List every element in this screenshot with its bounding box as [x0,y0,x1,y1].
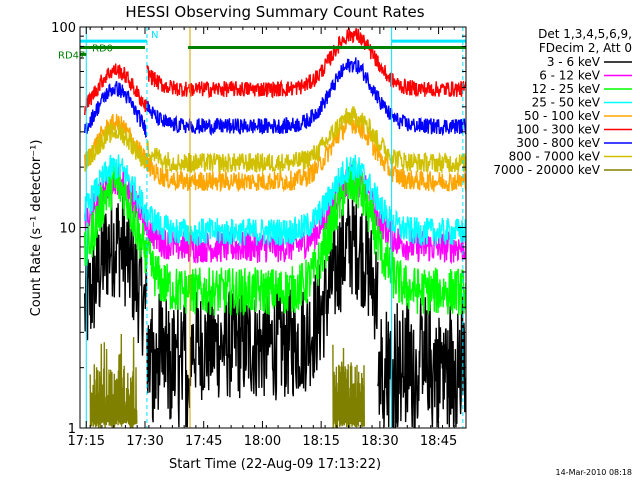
y-axis: 1 10 100 [51,21,466,437]
flag-label-rd0: RD0 [92,44,113,55]
legend-label-3-6-kev: 3 - 6 keV [547,55,601,69]
series-line-50-100-kev [84,112,467,193]
legend-label-7000-20000-kev: 7000 - 20000 keV [493,163,600,177]
y-tick-label-2: 10 [59,222,76,237]
series-line-800-7000-kev [84,106,467,174]
legend-label-100-300-kev: 100 - 300 keV [516,123,600,137]
flag-label-n: N [151,30,158,41]
x-tick-label-6: 18:30 [361,434,398,449]
legend-label-25-50-kev: 25 - 50 keV [532,96,601,110]
series-line-7000-20000-kev [89,333,365,428]
chart-title: HESSI Observing Summary Count Rates [125,3,424,21]
x-tick-label-1: 17:15 [68,434,105,449]
legend-header-line-2: FDecim 2, Att 0 [539,41,632,55]
footer-date: 14-Mar-2010 08:18 [556,468,633,477]
legend-label-800-7000-kev: 800 - 7000 keV [509,150,601,164]
x-tick-label-3: 17:45 [185,434,222,449]
x-tick-label-5: 18:15 [302,434,339,449]
y-tick-label-1: 1 [68,422,76,437]
series-layer [84,27,467,429]
series-line-12-25-kev [84,160,467,316]
x-tick-label-4: 18:00 [244,434,281,449]
legend: Det 1,3,4,5,6,9, FDecim 2, Att 0 3 - 6 k… [493,27,632,177]
series-line-100-300-kev [84,27,467,116]
x-axis: 17:15 17:30 17:45 18:00 18:15 18:30 18:45 [68,27,457,449]
x-axis-label: Start Time (22-Aug-09 17:13:22) [169,457,381,472]
legend-label-6-12-kev: 6 - 12 keV [539,69,601,83]
x-tick-label-7: 18:45 [420,434,457,449]
y-axis-label: Count Rate (s⁻¹ detector⁻¹) [29,140,44,317]
series-line-25-50-kev [84,154,467,246]
series-line-3-6-kev [84,190,467,429]
flag-label-rd47: RD47 [58,50,85,61]
x-tick-label-2: 17:30 [126,434,163,449]
legend-header-line-1: Det 1,3,4,5,6,9, [538,27,632,41]
legend-label-300-800-kev: 300 - 800 keV [516,136,600,150]
y-tick-label-3: 100 [51,21,76,36]
series-line-300-800-kev [84,57,467,139]
flag-layer: N RD0 RD47 [58,27,466,428]
legend-label-12-25-kev: 12 - 25 keV [532,82,601,96]
legend-label-50-100-kev: 50 - 100 keV [524,109,601,123]
